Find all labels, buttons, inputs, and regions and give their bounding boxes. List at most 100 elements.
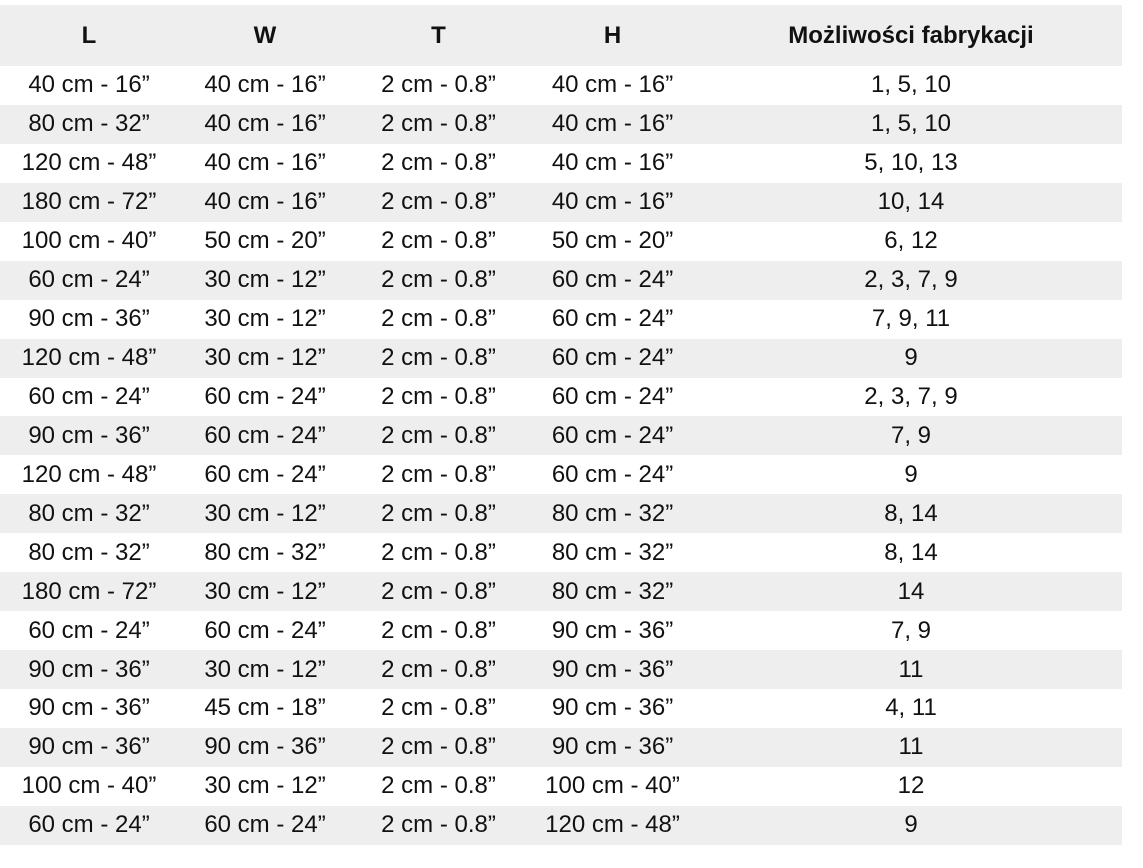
cell-length: 180 cm - 72” bbox=[0, 182, 178, 222]
table-row: 80 cm - 32” 80 cm - 32” 2 cm - 0.8” 80 cm -… bbox=[0, 533, 1122, 573]
cell-thickness: 2 cm - 0.8” bbox=[352, 494, 525, 534]
cell-width: 40 cm - 16” bbox=[178, 66, 352, 105]
cell-thickness: 2 cm - 0.8” bbox=[352, 182, 525, 222]
table-row: 90 cm - 36” 45 cm - 18” 2 cm - 0.8” 90 cm -… bbox=[0, 689, 1122, 728]
table-row: 100 cm - 40” 50 cm - 20” 2 cm - 0.8” 50 cm … bbox=[0, 221, 1122, 261]
cell-height: 40 cm - 16” bbox=[525, 66, 700, 105]
cell-length: 90 cm - 36” bbox=[0, 299, 178, 339]
cell-width: 30 cm - 12” bbox=[178, 766, 352, 806]
cell-length: 60 cm - 24” bbox=[0, 260, 178, 300]
cell-height: 100 cm - 40” bbox=[525, 766, 700, 806]
cell-width: 45 cm - 18” bbox=[178, 689, 352, 728]
cell-thickness: 2 cm - 0.8” bbox=[352, 260, 525, 300]
cell-width: 30 cm - 12” bbox=[178, 494, 352, 534]
cell-width: 40 cm - 16” bbox=[178, 182, 352, 222]
table-row: 180 cm - 72” 30 cm - 12” 2 cm - 0.8” 80 cm … bbox=[0, 572, 1122, 612]
cell-length: 80 cm - 32” bbox=[0, 104, 178, 144]
cell-height: 60 cm - 24” bbox=[525, 299, 700, 339]
table-row: 120 cm - 48” 40 cm - 16” 2 cm - 0.8” 40 cm … bbox=[0, 143, 1122, 183]
cell-thickness: 2 cm - 0.8” bbox=[352, 455, 525, 495]
cell-height: 90 cm - 36” bbox=[525, 689, 700, 728]
cell-width: 30 cm - 12” bbox=[178, 260, 352, 300]
table-row: 90 cm - 36” 90 cm - 36” 2 cm - 0.8” 90 cm -… bbox=[0, 727, 1122, 767]
cell-fabrication-options: 14 bbox=[700, 572, 1122, 612]
cell-height: 40 cm - 16” bbox=[525, 104, 700, 144]
cell-height: 60 cm - 24” bbox=[525, 377, 700, 417]
cell-length: 60 cm - 24” bbox=[0, 611, 178, 651]
cell-length: 90 cm - 36” bbox=[0, 416, 178, 456]
cell-height: 60 cm - 24” bbox=[525, 338, 700, 378]
cell-thickness: 2 cm - 0.8” bbox=[352, 727, 525, 767]
cell-width: 60 cm - 24” bbox=[178, 377, 352, 417]
cell-fabrication-options: 7, 9, 11 bbox=[700, 299, 1122, 339]
table-row: 80 cm - 32” 30 cm - 12” 2 cm - 0.8” 80 cm -… bbox=[0, 494, 1122, 534]
cell-fabrication-options: 9 bbox=[700, 338, 1122, 378]
table-row: 40 cm - 16” 40 cm - 16” 2 cm - 0.8” 40 cm -… bbox=[0, 66, 1122, 105]
cell-height: 80 cm - 32” bbox=[525, 533, 700, 573]
cell-height: 90 cm - 36” bbox=[525, 611, 700, 651]
cell-fabrication-options: 5, 10, 13 bbox=[700, 143, 1122, 183]
cell-height: 50 cm - 20” bbox=[525, 221, 700, 261]
table-row: 90 cm - 36” 30 cm - 12” 2 cm - 0.8” 60 cm -… bbox=[0, 299, 1122, 339]
cell-thickness: 2 cm - 0.8” bbox=[352, 805, 525, 845]
header-width: W bbox=[178, 5, 352, 66]
cell-thickness: 2 cm - 0.8” bbox=[352, 338, 525, 378]
cell-width: 30 cm - 12” bbox=[178, 338, 352, 378]
cell-thickness: 2 cm - 0.8” bbox=[352, 143, 525, 183]
cell-fabrication-options: 2, 3, 7, 9 bbox=[700, 377, 1122, 417]
header-height: H bbox=[525, 5, 700, 66]
cell-height: 120 cm - 48” bbox=[525, 805, 700, 845]
cell-height: 60 cm - 24” bbox=[525, 416, 700, 456]
table-row: 60 cm - 24” 60 cm - 24” 2 cm - 0.8” 120 cm … bbox=[0, 805, 1122, 845]
cell-length: 80 cm - 32” bbox=[0, 494, 178, 534]
cell-fabrication-options: 4, 11 bbox=[700, 689, 1122, 728]
cell-width: 60 cm - 24” bbox=[178, 805, 352, 845]
cell-thickness: 2 cm - 0.8” bbox=[352, 416, 525, 456]
cell-thickness: 2 cm - 0.8” bbox=[352, 104, 525, 144]
cell-height: 90 cm - 36” bbox=[525, 727, 700, 767]
cell-thickness: 2 cm - 0.8” bbox=[352, 533, 525, 573]
cell-width: 60 cm - 24” bbox=[178, 611, 352, 651]
cell-fabrication-options: 7, 9 bbox=[700, 416, 1122, 456]
cell-width: 40 cm - 16” bbox=[178, 104, 352, 144]
cell-fabrication-options: 10, 14 bbox=[700, 182, 1122, 222]
cell-length: 60 cm - 24” bbox=[0, 805, 178, 845]
cell-length: 100 cm - 40” bbox=[0, 766, 178, 806]
table-row: 90 cm - 36” 60 cm - 24” 2 cm - 0.8” 60 cm -… bbox=[0, 416, 1122, 456]
cell-height: 90 cm - 36” bbox=[525, 650, 700, 689]
cell-thickness: 2 cm - 0.8” bbox=[352, 377, 525, 417]
cell-fabrication-options: 6, 12 bbox=[700, 221, 1122, 261]
cell-fabrication-options: 2, 3, 7, 9 bbox=[700, 260, 1122, 300]
cell-thickness: 2 cm - 0.8” bbox=[352, 650, 525, 689]
cell-length: 90 cm - 36” bbox=[0, 727, 178, 767]
cell-fabrication-options: 11 bbox=[700, 727, 1122, 767]
cell-length: 90 cm - 36” bbox=[0, 689, 178, 728]
table-row: 60 cm - 24” 60 cm - 24” 2 cm - 0.8” 90 cm -… bbox=[0, 611, 1122, 651]
cell-fabrication-options: 9 bbox=[700, 455, 1122, 495]
cell-fabrication-options: 9 bbox=[700, 805, 1122, 845]
cell-height: 80 cm - 32” bbox=[525, 494, 700, 534]
cell-length: 120 cm - 48” bbox=[0, 455, 178, 495]
cell-width: 30 cm - 12” bbox=[178, 572, 352, 612]
cell-fabrication-options: 8, 14 bbox=[700, 533, 1122, 573]
cell-thickness: 2 cm - 0.8” bbox=[352, 611, 525, 651]
table-row: 80 cm - 32” 40 cm - 16” 2 cm - 0.8” 40 cm -… bbox=[0, 104, 1122, 144]
cell-length: 90 cm - 36” bbox=[0, 650, 178, 689]
cell-fabrication-options: 12 bbox=[700, 766, 1122, 806]
cell-width: 60 cm - 24” bbox=[178, 416, 352, 456]
cell-height: 40 cm - 16” bbox=[525, 143, 700, 183]
table-row: 90 cm - 36” 30 cm - 12” 2 cm - 0.8” 90 cm -… bbox=[0, 650, 1122, 689]
cell-fabrication-options: 7, 9 bbox=[700, 611, 1122, 651]
cell-height: 60 cm - 24” bbox=[525, 455, 700, 495]
cell-length: 60 cm - 24” bbox=[0, 377, 178, 417]
table-row: 120 cm - 48” 30 cm - 12” 2 cm - 0.8” 60 cm … bbox=[0, 338, 1122, 378]
cell-height: 40 cm - 16” bbox=[525, 182, 700, 222]
cell-fabrication-options: 1, 5, 10 bbox=[700, 104, 1122, 144]
header-fabrication-options: Możliwości fabrykacji bbox=[700, 5, 1122, 66]
header-row: L W T H Możliwości fabrykacji bbox=[0, 5, 1122, 66]
cell-width: 30 cm - 12” bbox=[178, 650, 352, 689]
cell-width: 60 cm - 24” bbox=[178, 455, 352, 495]
cell-length: 40 cm - 16” bbox=[0, 66, 178, 105]
cell-width: 90 cm - 36” bbox=[178, 727, 352, 767]
cell-thickness: 2 cm - 0.8” bbox=[352, 766, 525, 806]
